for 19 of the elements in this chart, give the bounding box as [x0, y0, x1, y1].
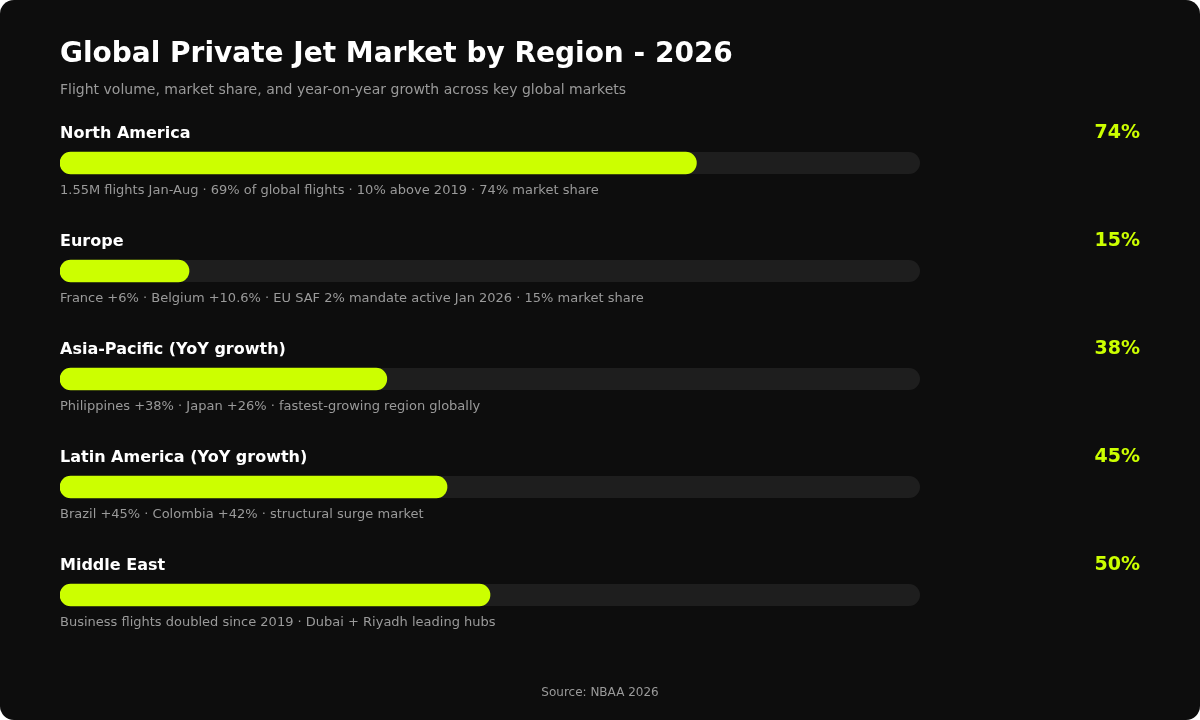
source-note: Source: NBAA 2026: [541, 685, 659, 700]
y-tick-label: Europe: [60, 231, 124, 251]
annotation: Business flights doubled since 2019 · Dubai + Riyadh leading hubs: [60, 614, 496, 630]
chart-subtitle: Flight volume, market share, and year-on-year growth across key global markets: [60, 80, 627, 97]
data-label: 38%: [1094, 335, 1140, 358]
bar: [60, 259, 190, 283]
y-tick-label: Asia-Pacific (YoY growth): [60, 339, 286, 359]
y-tick-label: North America: [60, 123, 191, 143]
y-tick-label: Latin America (YoY growth): [60, 447, 308, 467]
annotation: France +6% · Belgium +10.6% · EU SAF 2% mandate active Jan 2026 · 15% market share: [60, 290, 644, 306]
y-tick-label: Middle East: [60, 555, 166, 575]
annotation: Philippines +38% · Japan +26% · fastest-growing region globally: [60, 398, 481, 414]
data-label: 45%: [1094, 443, 1140, 466]
data-label: 50%: [1094, 551, 1140, 574]
chart-title: Global Private Jet Market by Region - 2026: [60, 36, 733, 70]
annotation: Brazil +45% · Colombia +42% · structural surge market: [60, 506, 424, 522]
annotation: 1.55M flights Jan-Aug · 69% of global flights · 10% above 2019 · 74% market share: [60, 182, 599, 198]
data-label: 15%: [1094, 227, 1140, 250]
data-label: 74%: [1094, 119, 1140, 142]
